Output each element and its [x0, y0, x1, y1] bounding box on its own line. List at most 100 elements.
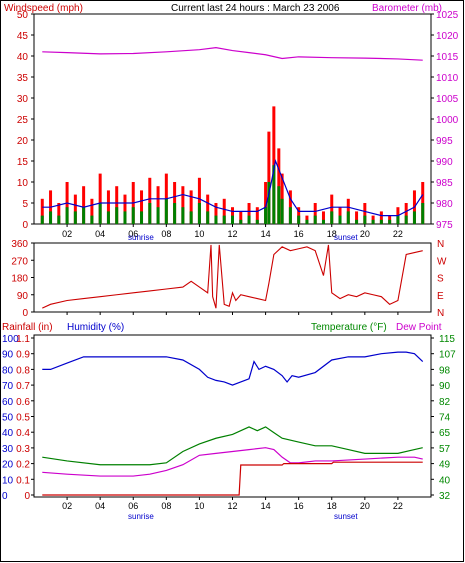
dir-compass-label: E [437, 291, 444, 302]
dewpoint-line [42, 447, 423, 477]
climate-plot [42, 351, 424, 496]
wind-xtick-label: 06 [128, 229, 138, 239]
sunset-label: sunset [334, 233, 358, 242]
dir-ytick-label: 180 [11, 274, 28, 285]
humidity-ytick-label: 10 [2, 475, 14, 486]
rainfall-title: Rainfall (in) [2, 322, 53, 333]
windspeed-title: Windspeed (mph) [4, 3, 83, 14]
baro-ytick-label: 990 [436, 157, 453, 168]
humidity-ytick-label: 60 [2, 397, 14, 408]
baro-ytick-label: 985 [436, 178, 453, 189]
baro-ytick-label: 1015 [436, 52, 459, 63]
wind-xtick-label: 18 [327, 229, 337, 239]
wind-xtick-label: 10 [194, 229, 204, 239]
rain-ytick-label: 0.9 [16, 350, 30, 361]
climate-axes: 0 010 0.120 0.230 0.340 0.450 0.560 0.670 0.780 0… [2, 334, 456, 511]
wind-ytick-label: 45 [17, 31, 29, 42]
temperature-title: Temperature (°F) [311, 322, 387, 333]
wind-panel-frame [33, 13, 432, 225]
clim-xtick-label: 06 [128, 501, 138, 511]
wind-xtick-label: 04 [95, 229, 105, 239]
clim-xtick-label: 22 [393, 501, 403, 511]
wind-ytick-label: 50 [17, 10, 29, 21]
wind-10min-line [42, 158, 424, 217]
wind-xtick-label: 08 [161, 229, 171, 239]
clim-xtick-label: 04 [95, 501, 105, 511]
humidity-ytick-label: 90 [2, 350, 14, 361]
wind-ytick-label: 10 [17, 178, 29, 189]
climate-panel-frame [33, 334, 432, 498]
baro-ytick-label: 980 [436, 199, 453, 210]
humidity-line [42, 351, 424, 386]
dir-ytick-label: 0 [22, 308, 28, 319]
baro-ytick-label: 1020 [436, 31, 459, 42]
temp-ytick-label: 98 [439, 365, 451, 376]
direction-panel-frame [33, 242, 432, 313]
direction-plot [42, 244, 423, 309]
wind-ytick-label: 35 [17, 73, 29, 84]
temp-ytick-label: 82 [439, 397, 451, 408]
baro-ytick-label: 995 [436, 136, 453, 147]
wind-xtick-label: 02 [62, 229, 72, 239]
dir-compass-label: N [437, 239, 444, 250]
temp-ytick-label: 65 [439, 428, 451, 439]
baro-ytick-label: 975 [436, 220, 453, 231]
clim-xtick-label: 18 [327, 501, 337, 511]
wind-xtick-label: 12 [227, 229, 237, 239]
wind-ytick-label: 25 [17, 115, 29, 126]
rain-ytick-label: 0.1 [16, 475, 30, 486]
baro-ytick-label: 1010 [436, 73, 459, 84]
wind-xtick-label: 22 [393, 229, 403, 239]
wind-barometer-plot [40, 46, 425, 224]
clim-xtick-label: 12 [227, 501, 237, 511]
direction-line [42, 244, 423, 309]
rain-ytick-label: 0.4 [16, 428, 30, 439]
sunrise-label: sunrise [128, 233, 154, 242]
temp-ytick-label: 107 [439, 350, 456, 361]
temperature-line [42, 426, 423, 466]
rain-ytick-label: 0 [24, 491, 30, 502]
chart-title: Current last 24 hours : March 23 2006 [171, 3, 340, 14]
rain-ytick-label: 0.5 [16, 413, 30, 424]
sunrise-label-bottom: sunrise [128, 512, 154, 521]
rain-ytick-label: 0.2 [16, 460, 30, 471]
rain-ytick-label: 0.3 [16, 444, 30, 455]
dir-compass-label: S [437, 274, 444, 285]
barometer-title: Barometer (mb) [372, 3, 442, 14]
humidity-ytick-label: 100 [2, 334, 19, 345]
baro-ytick-label: 1005 [436, 94, 459, 105]
dir-compass-label: W [437, 256, 447, 267]
wind-xtick-label: 20 [360, 229, 370, 239]
humidity-ytick-label: 40 [2, 428, 14, 439]
wind-xtick-label: 14 [261, 229, 271, 239]
baro-ytick-label: 1000 [436, 115, 459, 126]
humidity-title: Humidity (%) [67, 322, 124, 333]
wind-ytick-label: 15 [17, 157, 29, 168]
wind-ytick-label: 20 [17, 136, 29, 147]
sunset-label-bottom: sunset [334, 512, 358, 521]
humidity-ytick-label: 70 [2, 381, 14, 392]
temp-ytick-label: 115 [439, 334, 455, 345]
temp-ytick-label: 32 [439, 491, 451, 502]
clim-xtick-label: 08 [161, 501, 171, 511]
humidity-ytick-label: 50 [2, 413, 14, 424]
wind-ytick-label: 30 [17, 94, 29, 105]
rain-ytick-label: 0.6 [16, 397, 30, 408]
dir-compass-label: N [437, 308, 444, 319]
clim-xtick-label: 10 [194, 501, 204, 511]
rainfall-line [42, 461, 423, 496]
humidity-ytick-label: 80 [2, 365, 14, 376]
temp-ytick-label: 49 [439, 460, 451, 471]
baro-ytick-label: 1025 [436, 10, 459, 21]
clim-xtick-label: 20 [360, 501, 370, 511]
wind-xtick-label: 16 [294, 229, 304, 239]
temp-ytick-label: 74 [439, 413, 451, 424]
barometer-line [42, 46, 423, 61]
humidity-ytick-label: 0 [2, 491, 8, 502]
rain-ytick-label: 0.7 [16, 381, 30, 392]
dir-ytick-label: 90 [17, 291, 29, 302]
rain-ytick-label: 0.8 [16, 365, 30, 376]
